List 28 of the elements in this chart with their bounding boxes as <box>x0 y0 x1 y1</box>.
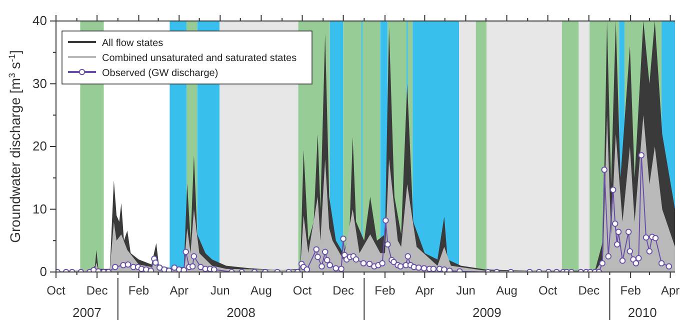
legend-label: Combined unsaturated and saturated states <box>102 53 297 64</box>
y-tick-label: 40 <box>32 13 47 28</box>
x-tick-label: Jun <box>210 284 230 298</box>
x-tick-label: Dec <box>332 284 354 298</box>
x-tick-label: Feb <box>374 284 396 298</box>
text: 2008 <box>226 305 256 320</box>
legend-label: Observed (GW discharge) <box>102 68 218 79</box>
x-tick-label: Oct <box>46 284 66 298</box>
x-tick-label: Jun <box>456 284 476 298</box>
x-tick-label: Dec <box>86 284 108 298</box>
legend-label: All flow states <box>102 38 164 49</box>
x-tick-label: Feb <box>620 284 642 298</box>
x-tick-label: Aug <box>496 284 518 298</box>
x-tick-label: Apr <box>170 284 188 298</box>
y-tick-label: 20 <box>32 138 47 154</box>
x-tick-label: Apr <box>415 284 434 298</box>
y-tick-label: 10 <box>32 201 47 216</box>
x-tick-label: Apr <box>660 284 680 298</box>
text: 2007 <box>72 305 102 320</box>
x-tick-label: Aug <box>250 284 272 298</box>
x-tick-label: Dec <box>578 284 600 298</box>
x-tick-label: Feb <box>128 284 150 298</box>
y-tick-label: 30 <box>32 76 47 91</box>
x-tick-label: Oct <box>292 284 312 298</box>
text: 2009 <box>472 305 502 320</box>
text: 2010 <box>628 305 657 320</box>
x-tick-label: Oct <box>538 284 558 298</box>
y-tick-label: 0 <box>40 264 47 280</box>
